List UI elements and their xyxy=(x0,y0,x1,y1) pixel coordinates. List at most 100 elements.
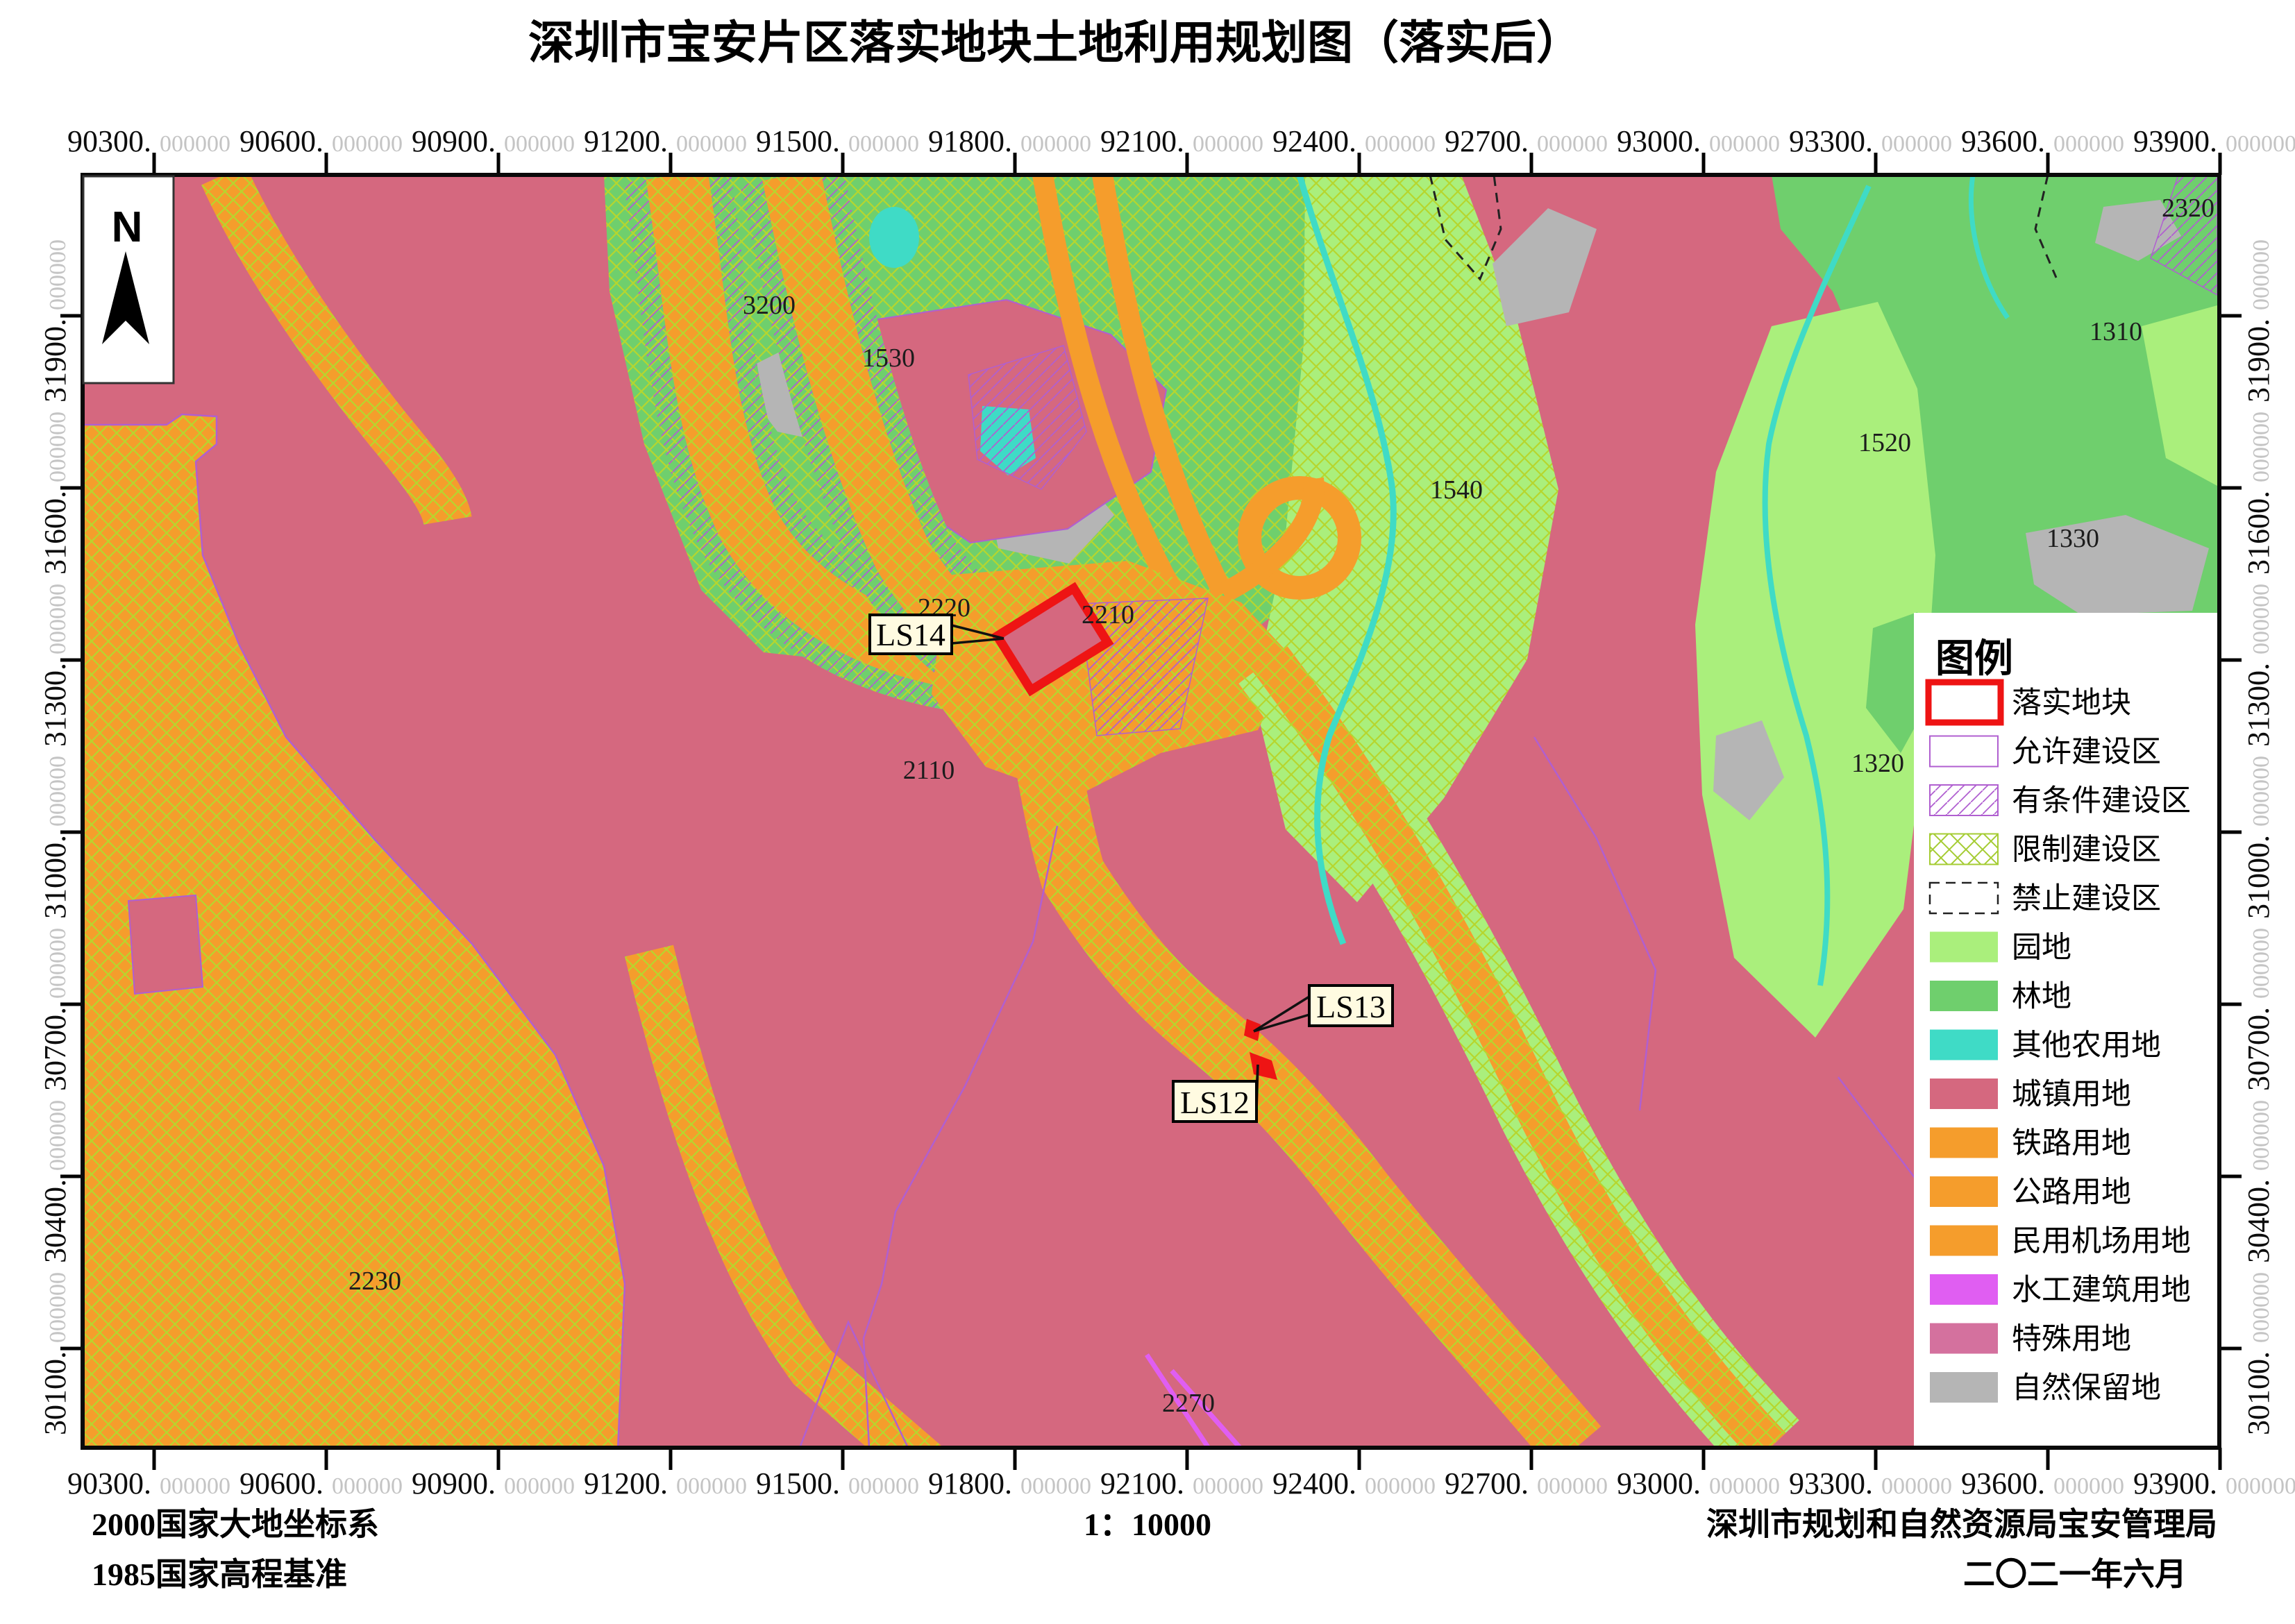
x-tick-label: 93000. xyxy=(1617,1466,1701,1500)
map-label-2320: 2320 xyxy=(2162,194,2214,223)
x-tick-label: 91800. xyxy=(928,124,1012,158)
legend-swatch xyxy=(1930,1372,1998,1403)
x-tick-suffix: 000000 xyxy=(676,1473,747,1499)
callout-LS13[interactable]: LS13 xyxy=(1253,984,1394,1033)
y-tick-suffix: 000000 xyxy=(2248,584,2274,654)
legend-label: 自然保留地 xyxy=(2012,1371,2161,1405)
road-main xyxy=(989,647,1602,1448)
x-tick-suffix: 000000 xyxy=(160,131,230,157)
y-tick-label: 31000. xyxy=(2242,835,2276,919)
callout-box[interactable] xyxy=(1308,984,1394,1027)
orchard-east-area xyxy=(1695,302,1935,1038)
legend-swatch xyxy=(1929,833,1999,865)
legend-label: 其他农用地 xyxy=(2012,1030,2161,1063)
legend-label: 民用机场用地 xyxy=(2012,1226,2191,1258)
legend-item-有条件建设区: 有条件建设区 xyxy=(1929,784,2191,818)
legend-label: 有条件建设区 xyxy=(2012,785,2191,818)
y-tick-suffix: 000000 xyxy=(45,928,71,999)
callout-LS12[interactable]: LS12 xyxy=(1172,1064,1259,1123)
x-tick-suffix: 000000 xyxy=(2053,1473,2124,1499)
expressway xyxy=(1032,175,1361,616)
callout-box[interactable] xyxy=(868,614,953,655)
north-arrow-icon xyxy=(102,251,149,344)
legend-swatch xyxy=(1930,1323,1998,1354)
x-tick-label: 90300. xyxy=(67,1466,151,1500)
x-tick-suffix: 000000 xyxy=(1709,1473,1780,1499)
ls13-parcel[interactable] xyxy=(1244,1019,1261,1041)
legend-item-林地: 林地 xyxy=(1930,981,2071,1013)
x-tick-label: 92700. xyxy=(1445,1466,1529,1500)
pond xyxy=(869,207,919,268)
y-tick-label: 31900. xyxy=(38,319,72,403)
ls14-parcel[interactable] xyxy=(991,582,1114,697)
conditional-zone-hatches xyxy=(968,175,2218,490)
y-tick-label: 30400. xyxy=(38,1179,72,1263)
footer-agency: 深圳市规划和自然资源局宝安管理局 xyxy=(1706,1507,2217,1542)
y-tick-suffix: 000000 xyxy=(45,412,71,482)
x-tick-label: 93900. xyxy=(2133,124,2217,158)
legend-label: 公路用地 xyxy=(2012,1176,2131,1209)
y-tick-label: 30400. xyxy=(2242,1179,2276,1263)
y-tick-suffix: 000000 xyxy=(45,1100,71,1171)
y-tick-label: 31900. xyxy=(2242,319,2276,403)
y-tick-suffix: 000000 xyxy=(2248,756,2274,827)
footer-date: 二〇二一年六月 xyxy=(1963,1557,2187,1592)
legend-swatch xyxy=(1930,1274,1998,1305)
x-tick-suffix: 000000 xyxy=(1193,1473,1263,1499)
legend-label: 限制建设区 xyxy=(2012,834,2161,867)
x-tick-suffix: 000000 xyxy=(1193,131,1263,157)
y-tick-suffix: 000000 xyxy=(2248,1272,2274,1343)
x-tick-suffix: 000000 xyxy=(504,1473,575,1499)
map-frame xyxy=(81,173,2221,1450)
callout-box[interactable] xyxy=(1172,1080,1258,1123)
x-tick-label: 91800. xyxy=(928,1466,1012,1500)
x-tick-label: 90600. xyxy=(239,1466,323,1500)
map-label-1540: 1540 xyxy=(1430,475,1483,505)
x-tick-label: 93600. xyxy=(1961,1466,2045,1500)
callout-arrow xyxy=(1253,995,1310,1033)
allowed-zone-boundaries xyxy=(798,736,1918,1448)
y-tick-suffix: 000000 xyxy=(2248,928,2274,999)
x-tick-label: 91200. xyxy=(584,124,668,158)
x-tick-suffix: 000000 xyxy=(848,1473,919,1499)
legend-swatch xyxy=(1929,735,1999,768)
legend-item-允许建设区: 允许建设区 xyxy=(1929,735,2161,769)
x-tick-label: 90300. xyxy=(67,124,151,158)
x-tick-label: 93600. xyxy=(1961,124,2045,158)
legend-item-落实地块: 落实地块 xyxy=(1925,679,2131,726)
north-arrow: N xyxy=(82,175,175,384)
page-title: 深圳市宝安片区落实地块土地利用规划图（落实后） xyxy=(528,17,1582,69)
x-tick-suffix: 000000 xyxy=(2226,131,2295,157)
x-tick-label: 93000. xyxy=(1617,124,1701,158)
hydraulic-structures xyxy=(1145,1353,1243,1448)
x-tick-suffix: 000000 xyxy=(1365,1473,1436,1499)
x-tick-label: 90900. xyxy=(412,124,496,158)
callout-label: LS12 xyxy=(1180,1085,1250,1120)
x-tick-suffix: 000000 xyxy=(332,1473,403,1499)
y-tick-suffix: 000000 xyxy=(45,239,71,310)
callout-arrow xyxy=(951,624,1004,640)
x-tick-suffix: 000000 xyxy=(504,131,575,157)
callout-LS14[interactable]: LS14 xyxy=(868,614,1004,655)
junction-hatch-wedge xyxy=(1079,598,1209,736)
legend-label: 特殊用地 xyxy=(2012,1323,2131,1356)
legend-item-其他农用地: 其他农用地 xyxy=(1930,1029,2161,1063)
x-tick-label: 92700. xyxy=(1445,124,1529,158)
x-tick-suffix: 000000 xyxy=(1537,131,1608,157)
x-tick-suffix: 000000 xyxy=(1020,1473,1091,1499)
x-tick-label: 91200. xyxy=(584,1466,668,1500)
legend-item-自然保留地: 自然保留地 xyxy=(1930,1371,2161,1405)
callout-arrow xyxy=(951,637,1004,645)
y-tick-label: 31300. xyxy=(2242,663,2276,747)
x-tick-label: 92100. xyxy=(1100,1466,1184,1500)
axis-ticks xyxy=(60,153,2242,1470)
y-tick-label: 30100. xyxy=(38,1351,72,1435)
x-tick-suffix: 000000 xyxy=(1537,1473,1608,1499)
north-label: N xyxy=(112,203,143,251)
legend-label: 铁路用地 xyxy=(2012,1128,2131,1160)
x-tick-suffix: 000000 xyxy=(160,1473,230,1499)
axis-labels: 90300. 000000 90300. 000000 90600. 000000 9060… xyxy=(38,124,2295,1500)
x-tick-label: 92400. xyxy=(1272,1466,1356,1500)
